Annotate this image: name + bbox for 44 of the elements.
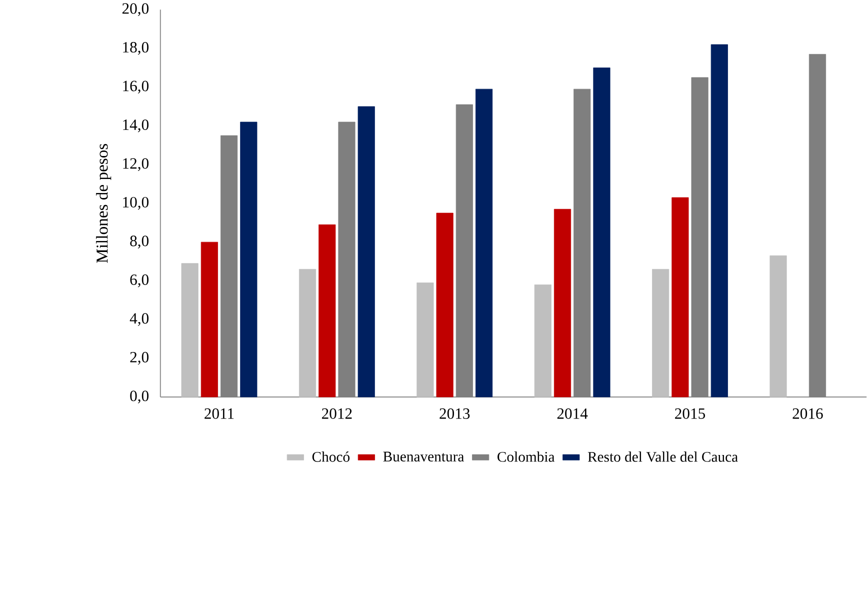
bar xyxy=(534,284,552,398)
bar xyxy=(476,88,493,398)
y-tick-label: 6,0 xyxy=(130,274,149,288)
bar xyxy=(808,54,826,398)
bar xyxy=(593,68,610,398)
bar xyxy=(456,104,473,398)
x-tick-label: 2011 xyxy=(204,408,234,419)
bar xyxy=(416,282,434,398)
bar xyxy=(358,106,375,398)
bar xyxy=(574,88,591,398)
legend-label: Resto del Valle del Cauca xyxy=(588,452,738,462)
y-tick-label: 2,0 xyxy=(130,352,149,365)
x-tick-label: 2012 xyxy=(322,408,352,419)
x-tick-label: 2016 xyxy=(792,408,823,419)
y-tick-label: 14,0 xyxy=(123,120,149,132)
bar xyxy=(652,269,670,398)
legend-label: Buenaventura xyxy=(383,452,464,462)
bar xyxy=(554,209,572,398)
y-tick-label: 8,0 xyxy=(130,236,149,249)
y-tick-label: 18,0 xyxy=(123,42,149,55)
y-tick-label: 12,0 xyxy=(123,158,149,172)
bar xyxy=(338,122,356,398)
y-tick-label: 16,0 xyxy=(123,80,149,94)
y-axis-title: Millones de pesos xyxy=(96,144,112,263)
bar xyxy=(220,135,238,398)
bar xyxy=(298,269,316,398)
x-tick-label: 2015 xyxy=(675,408,706,419)
legend-label: Colombia xyxy=(498,452,555,462)
legend-label: Chocó xyxy=(312,452,350,462)
y-tick-label: 10,0 xyxy=(123,197,149,210)
y-tick-label: 20,0 xyxy=(122,3,149,16)
bar xyxy=(200,242,218,398)
bar xyxy=(672,197,689,398)
x-tick-label: 2013 xyxy=(440,408,470,419)
bar xyxy=(770,256,787,398)
bar xyxy=(181,263,198,398)
bar xyxy=(436,212,454,398)
bar xyxy=(710,44,728,398)
y-tick-label: 0,0 xyxy=(130,390,149,404)
y-tick-label: 4,0 xyxy=(130,313,149,326)
bar xyxy=(318,224,336,398)
x-tick-label: 2014 xyxy=(557,408,588,419)
bar xyxy=(240,122,258,398)
bar xyxy=(691,77,708,398)
